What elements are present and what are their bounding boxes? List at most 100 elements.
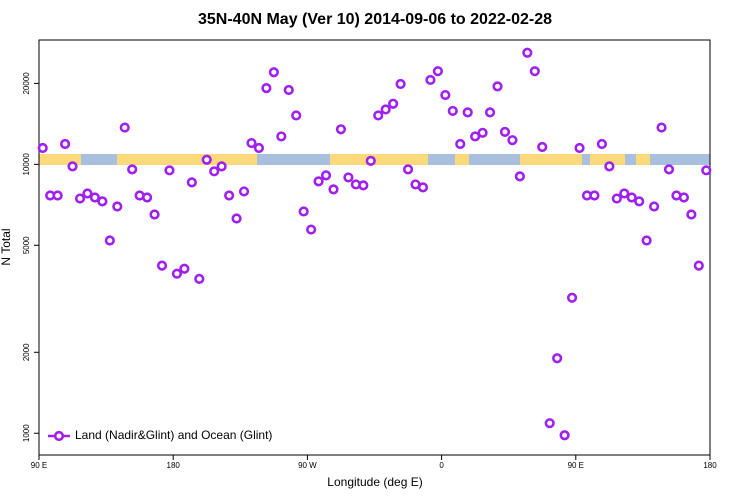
data-point	[119, 122, 130, 133]
data-point	[186, 177, 197, 188]
data-point	[335, 124, 347, 135]
data-point	[589, 190, 600, 201]
data-point	[402, 164, 414, 175]
data-point	[574, 142, 585, 154]
data-point	[97, 196, 108, 207]
data-point	[276, 131, 287, 142]
data-point	[634, 196, 645, 207]
data-point	[514, 171, 525, 182]
data-point	[641, 235, 652, 246]
data-point	[425, 74, 436, 86]
data-point	[37, 142, 48, 154]
data-point	[686, 209, 697, 220]
data-point	[499, 126, 511, 138]
data-point	[559, 430, 570, 441]
data-point	[298, 206, 309, 217]
data-point	[604, 161, 615, 172]
data-point	[440, 89, 451, 101]
data-point	[701, 165, 712, 176]
data-point	[261, 83, 272, 94]
x-tick-label: 90 E	[31, 461, 47, 470]
data-point	[544, 418, 555, 429]
data-point	[365, 155, 376, 166]
data-point	[626, 192, 637, 203]
x-tick-label: 90 E	[568, 461, 584, 470]
data-point	[142, 192, 153, 203]
y-tick-label: 5000	[22, 236, 31, 254]
y-tick-label: 2000	[22, 343, 31, 361]
data-point	[358, 180, 369, 191]
data-point	[194, 273, 205, 284]
data-point	[447, 105, 458, 117]
data-point	[343, 172, 354, 183]
data-point	[246, 137, 257, 149]
y-tick-label: 1000	[22, 424, 31, 442]
data-point	[619, 188, 630, 199]
data-point	[231, 213, 242, 224]
data-point	[328, 184, 339, 195]
x-tick-label: 0	[439, 461, 444, 470]
data-point	[268, 67, 279, 78]
data-point	[492, 81, 503, 92]
data-point	[59, 138, 71, 150]
y-axis-label: N Total	[0, 228, 13, 265]
data-point	[156, 260, 168, 271]
data-point	[89, 192, 101, 203]
data-point	[313, 176, 324, 187]
data-point	[648, 201, 660, 212]
x-tick-label: 180	[703, 461, 717, 470]
data-point	[216, 161, 227, 172]
data-point	[201, 154, 212, 165]
data-point	[388, 98, 399, 109]
data-point	[112, 201, 123, 212]
data-point	[656, 122, 667, 133]
x-tick-label: 180	[167, 461, 181, 470]
data-point	[306, 224, 317, 235]
data-point	[253, 142, 265, 154]
data-point	[455, 138, 466, 150]
data-point	[224, 190, 235, 201]
data-point	[238, 186, 250, 197]
data-point	[522, 47, 533, 58]
data-point	[164, 165, 175, 176]
x-tick-label: 90 W	[298, 461, 317, 470]
data-point	[417, 182, 429, 193]
data-point	[507, 135, 518, 146]
data-point	[127, 164, 138, 175]
data-point	[149, 209, 160, 220]
legend-marker	[53, 430, 65, 442]
data-point	[693, 260, 704, 271]
plot-frame	[38, 39, 711, 456]
data-point	[209, 166, 220, 177]
data-point	[320, 170, 332, 181]
data-point	[566, 292, 578, 303]
x-axis-label: Longitude (deg E)	[327, 475, 422, 489]
data-point	[283, 84, 294, 96]
y-tick-label: 10000	[22, 153, 31, 176]
data-point	[611, 193, 622, 204]
data-point	[552, 353, 563, 364]
data-point	[663, 164, 675, 175]
data-point	[477, 127, 488, 138]
data-point	[537, 141, 548, 153]
data-point	[67, 161, 78, 172]
data-point	[82, 188, 93, 199]
data-point	[74, 193, 86, 204]
data-point	[179, 263, 190, 274]
data-point	[484, 107, 496, 118]
legend-label: Land (Nadir&Glint) and Ocean (Glint)	[75, 428, 272, 442]
data-point	[395, 78, 406, 90]
data-point	[52, 190, 63, 201]
data-point	[291, 110, 302, 121]
chart-title: 35N-40N May (Ver 10) 2014-09-06 to 2022-…	[198, 11, 552, 28]
data-point	[470, 131, 481, 142]
data-point	[380, 104, 391, 115]
data-point	[104, 235, 115, 246]
data-point	[596, 138, 607, 150]
data-point	[171, 268, 183, 279]
data-point	[529, 66, 540, 77]
y-tick-label: 20000	[22, 72, 31, 95]
data-point	[462, 107, 473, 118]
data-point	[373, 110, 384, 121]
